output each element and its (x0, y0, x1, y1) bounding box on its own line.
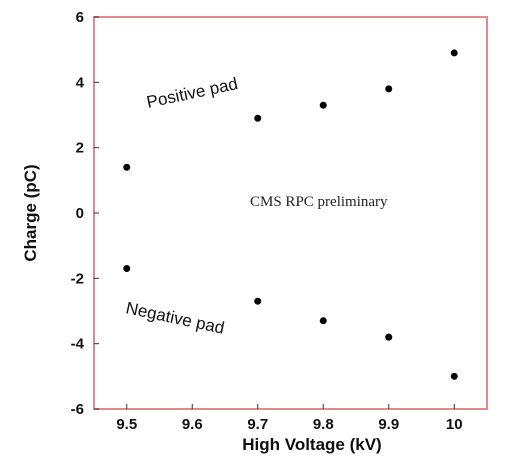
plot-frame (93, 16, 488, 410)
tick-labels: 9.5 9.6 9.7 9.8 9.9 10 6 4 2 0 -2 -4 -6 (71, 9, 463, 433)
x-tick-label: 9.5 (116, 416, 137, 433)
positive-pad-point (319, 101, 327, 109)
positive-pad-point (123, 163, 131, 171)
negative-pad-point (450, 372, 458, 380)
series-label-negative-pad: Negative pad (124, 298, 226, 337)
y-tick-label: -6 (71, 401, 84, 418)
y-tick-label: -4 (71, 336, 85, 353)
x-tick-label: 9.9 (378, 416, 399, 433)
x-tick-label: 9.8 (313, 416, 334, 433)
annotation-cms-rpc-preliminary: CMS RPC preliminary (250, 194, 388, 210)
ticks (94, 16, 455, 410)
negative-pad-point (319, 317, 327, 325)
y-tick-label: -2 (71, 270, 84, 287)
negative-pad-point (123, 265, 131, 273)
y-tick-label: 0 (76, 205, 84, 222)
negative-pad-point (385, 333, 393, 341)
y-axis-title: Charge (pC) (21, 164, 40, 261)
positive-pad-point (385, 85, 393, 93)
data-points (123, 49, 458, 380)
positive-pad-point (254, 114, 262, 122)
y-tick-label: 4 (76, 74, 85, 91)
series-label-positive-pad: Positive pad (145, 74, 240, 112)
x-axis-title: High Voltage (kV) (242, 435, 381, 454)
y-tick-label: 2 (76, 140, 84, 157)
x-tick-label: 9.7 (247, 416, 268, 433)
x-tick-label: 9.6 (182, 416, 203, 433)
x-tick-label: 10 (446, 416, 463, 433)
positive-pad-point (450, 49, 458, 57)
negative-pad-point (254, 297, 262, 305)
y-tick-label: 6 (76, 9, 84, 26)
